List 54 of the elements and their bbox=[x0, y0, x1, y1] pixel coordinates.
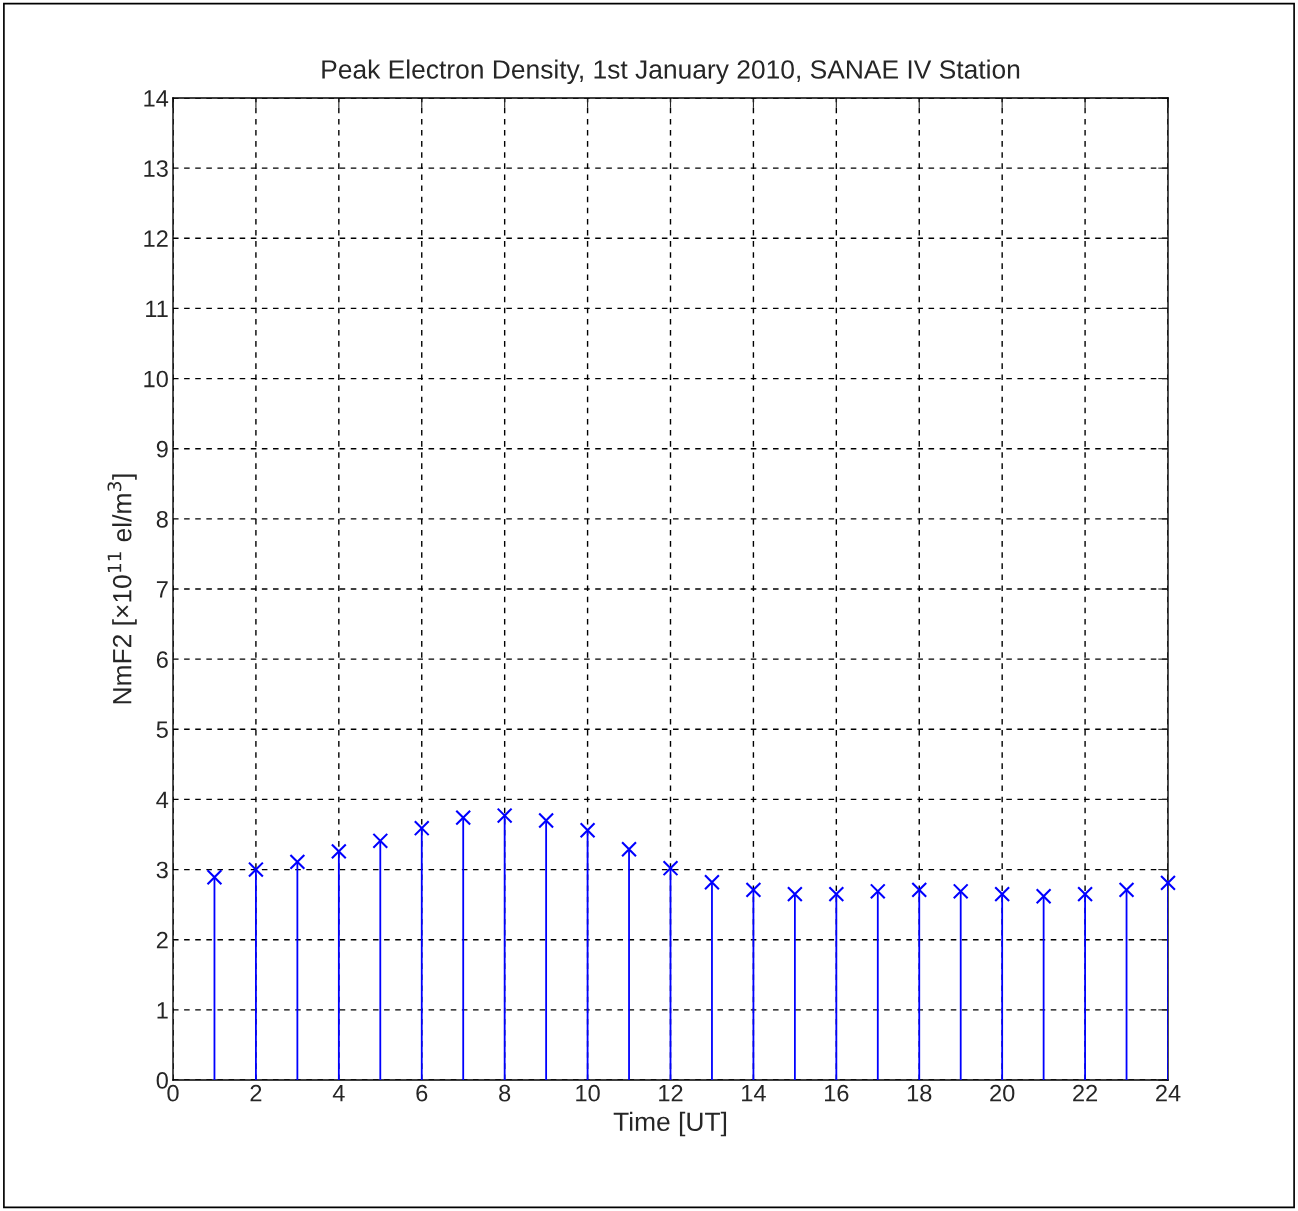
x-tick-label: 6 bbox=[416, 1084, 428, 1102]
point bbox=[828, 886, 845, 903]
point bbox=[206, 869, 223, 886]
point bbox=[1118, 881, 1135, 898]
point bbox=[1160, 874, 1176, 891]
y-tick-label: 10 bbox=[144, 370, 168, 388]
x-tick-label: 8 bbox=[499, 1084, 511, 1102]
x-tick-label: 12 bbox=[659, 1084, 683, 1102]
x-tick-label: 4 bbox=[332, 1085, 345, 1102]
point bbox=[911, 881, 928, 898]
point bbox=[786, 886, 803, 903]
y-tick-label: 13 bbox=[144, 160, 168, 177]
point bbox=[1077, 886, 1094, 903]
point bbox=[952, 883, 969, 900]
point bbox=[496, 807, 513, 824]
x-tick-label: 18 bbox=[907, 1084, 932, 1102]
y-tick-label: 11 bbox=[146, 300, 168, 317]
x-tick-label: 10 bbox=[576, 1084, 600, 1102]
point bbox=[289, 853, 306, 870]
point bbox=[869, 883, 886, 900]
y-tick-label: 7 bbox=[156, 581, 168, 598]
y-tick-label: 0 bbox=[156, 1072, 168, 1089]
x-tick-label: 22 bbox=[1073, 1084, 1098, 1102]
y-tick-label: 1 bbox=[157, 1002, 168, 1019]
x-tick-label: 24 bbox=[1156, 1084, 1181, 1102]
x-tick-label: 14 bbox=[742, 1085, 766, 1102]
y-tick-label: 2 bbox=[156, 931, 168, 949]
y-tick-label: 6 bbox=[156, 651, 168, 668]
point bbox=[703, 874, 720, 891]
y-tick-label: 4 bbox=[156, 791, 169, 808]
point bbox=[455, 809, 472, 826]
point bbox=[621, 841, 638, 858]
y-tick-label: 9 bbox=[156, 440, 168, 458]
y-axis-title: NmF2 [×10$^{11}$ el/m$^{3}$] bbox=[107, 474, 137, 704]
x-tick-label: 2 bbox=[250, 1084, 262, 1102]
y-tick-label: 12 bbox=[144, 230, 168, 247]
y-tick-label: 5 bbox=[156, 721, 168, 739]
y-tick-label: 3 bbox=[156, 861, 168, 879]
point bbox=[413, 820, 430, 837]
x-tick-label: 16 bbox=[825, 1084, 849, 1102]
point bbox=[538, 812, 555, 829]
point bbox=[372, 832, 389, 849]
x-axis-title: Time [UT] bbox=[613, 1111, 727, 1137]
point bbox=[994, 886, 1011, 903]
point bbox=[579, 822, 596, 839]
point bbox=[247, 861, 264, 878]
point bbox=[330, 843, 347, 860]
point bbox=[745, 881, 762, 898]
x-tick-label: 20 bbox=[990, 1084, 1015, 1102]
y-tick-label: 8 bbox=[156, 510, 168, 528]
chart-title: Peak Electron Density, 1st January 2010, SANAE IV Station bbox=[322, 59, 1020, 85]
y-tick-label: 14 bbox=[144, 90, 169, 107]
point bbox=[662, 860, 679, 877]
point bbox=[1035, 888, 1052, 905]
